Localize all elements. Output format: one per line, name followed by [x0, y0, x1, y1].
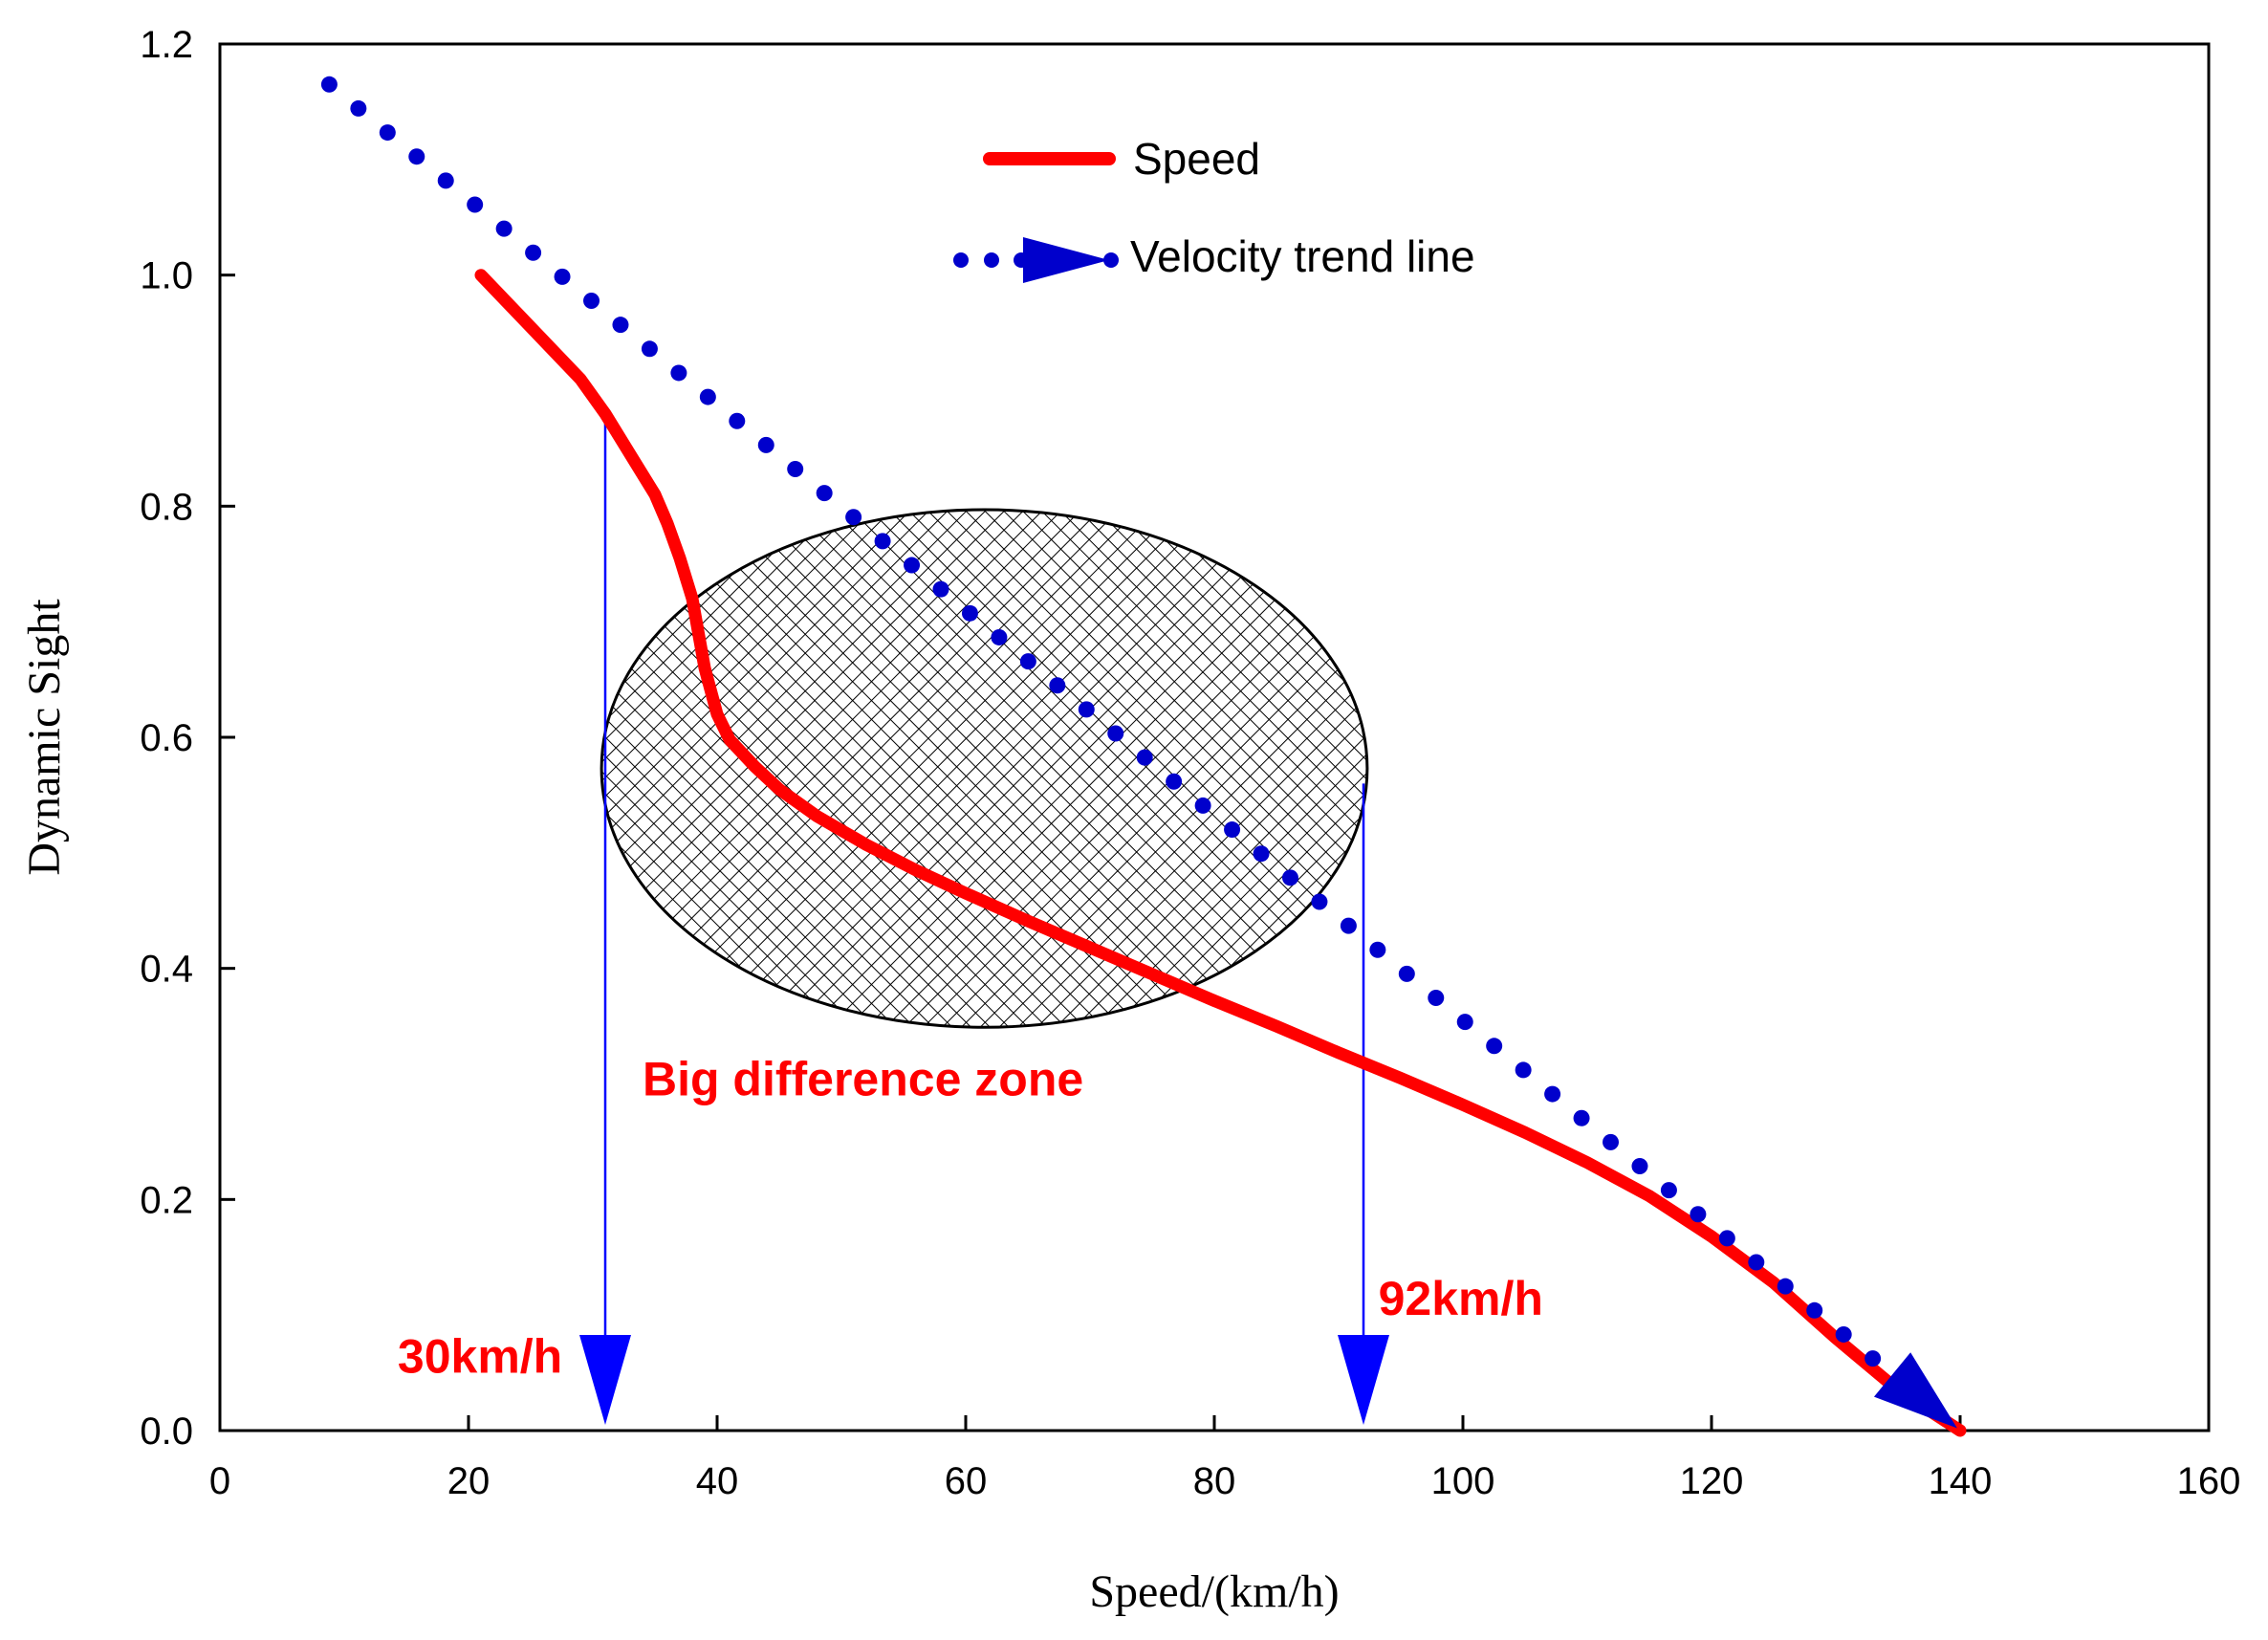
x-tick-label: 100	[1431, 1460, 1495, 1502]
x-tick-label: 80	[1193, 1460, 1236, 1502]
trend-dot	[1398, 965, 1415, 982]
y-tick-label: 1.2	[140, 24, 193, 66]
trend-dot	[1748, 1254, 1765, 1271]
trend-dot	[1486, 1038, 1503, 1055]
speed-markers	[579, 407, 1389, 1425]
trend-dot	[904, 557, 921, 574]
trend-dot	[320, 76, 338, 93]
x-tick-label: 120	[1680, 1460, 1744, 1502]
y-tick-label: 0.0	[140, 1410, 193, 1453]
y-tick-label: 0.6	[140, 717, 193, 759]
trend-dot	[408, 148, 425, 165]
trend-dot	[467, 196, 484, 213]
legend-arrowhead	[1023, 237, 1109, 283]
velocity-trend-line	[320, 76, 1882, 1367]
trend-dot	[699, 388, 716, 405]
trend-dot	[1865, 1350, 1882, 1367]
trend-dot	[1340, 917, 1357, 934]
trend-dot	[1690, 1206, 1707, 1223]
legend-dot	[953, 252, 969, 268]
legend-trend-label: Velocity trend line	[1130, 231, 1475, 281]
trend-dot	[1515, 1061, 1532, 1079]
y-tick-label: 1.0	[140, 255, 193, 297]
velocity-trend-arrowhead	[1873, 1352, 1957, 1429]
x-tick-label: 140	[1929, 1460, 1993, 1502]
x-tick-label: 0	[209, 1460, 230, 1502]
trend-dot	[1573, 1109, 1590, 1126]
x-axis-ticks: 0 20 40 60 80 100 120 140 160	[209, 1415, 2241, 1502]
trend-dot	[554, 268, 571, 285]
legend-dot	[984, 252, 999, 268]
trend-dot	[1456, 1014, 1473, 1031]
trend-dot	[1369, 941, 1386, 958]
trend-dot	[1631, 1157, 1648, 1174]
trend-dot	[495, 220, 512, 237]
legend-trend-swatch	[953, 237, 1119, 283]
trend-dot	[757, 436, 774, 453]
trend-dot	[1253, 845, 1270, 863]
trend-dot	[612, 317, 629, 334]
trend-dot	[1281, 869, 1298, 886]
trend-dot	[1136, 749, 1153, 766]
trend-dot	[1603, 1133, 1620, 1150]
trend-dot	[845, 509, 862, 526]
speed-30-label: 30km/h	[398, 1329, 562, 1383]
trend-dot	[1777, 1278, 1794, 1295]
trend-dot	[1806, 1301, 1823, 1319]
trend-dot	[816, 485, 833, 502]
trend-dot	[961, 604, 978, 622]
legend-speed-label: Speed	[1133, 134, 1260, 184]
speed-series-line	[474, 269, 1967, 1437]
trend-dot	[787, 460, 804, 477]
legend-dot	[1103, 252, 1119, 268]
trend-dot	[1718, 1230, 1735, 1247]
trend-dot	[670, 364, 687, 382]
trend-dot	[1311, 893, 1328, 910]
x-tick-label: 20	[447, 1460, 491, 1502]
trend-dot	[1224, 821, 1241, 839]
x-tick-label: 40	[696, 1460, 739, 1502]
big-difference-zone-ellipse	[600, 508, 1369, 1029]
trend-dot	[437, 172, 454, 189]
trend-dot	[1019, 653, 1036, 670]
trend-dot	[583, 293, 600, 310]
trend-dot	[1107, 725, 1124, 742]
speed-92-label: 92km/h	[1379, 1272, 1543, 1325]
trend-dot	[874, 533, 891, 550]
trend-dot	[1660, 1182, 1677, 1199]
marker-arrowhead	[579, 1335, 631, 1425]
y-tick-label: 0.2	[140, 1179, 193, 1221]
trend-dot	[991, 628, 1008, 645]
trend-dot	[1428, 990, 1445, 1007]
trend-dot	[1166, 773, 1183, 790]
trend-dot	[350, 99, 367, 117]
y-tick-label: 0.8	[140, 486, 193, 528]
trend-dot	[641, 340, 658, 358]
trend-dot	[1049, 677, 1066, 694]
trend-dot	[932, 580, 949, 598]
legend: Speed Velocity trend line	[953, 134, 1475, 283]
trend-dot	[1544, 1085, 1561, 1103]
x-axis-title: Speed/(km/h)	[1089, 1566, 1339, 1617]
x-tick-label: 160	[2177, 1460, 2241, 1502]
y-axis-title: Dynamic Sight	[19, 599, 70, 876]
y-axis-ticks: 0.0 0.2 0.4 0.6 0.8 1.0 1.2	[140, 24, 235, 1453]
trend-dot	[379, 124, 396, 142]
trend-dot	[729, 412, 746, 429]
trend-dot	[525, 244, 542, 261]
y-tick-label: 0.4	[140, 949, 193, 991]
big-difference-zone-label: Big difference zone	[643, 1052, 1083, 1105]
x-tick-label: 60	[945, 1460, 988, 1502]
marker-arrowhead	[1338, 1335, 1389, 1425]
trend-dot	[1194, 797, 1211, 814]
trend-dot	[1835, 1325, 1852, 1343]
trend-dot	[1078, 701, 1095, 718]
